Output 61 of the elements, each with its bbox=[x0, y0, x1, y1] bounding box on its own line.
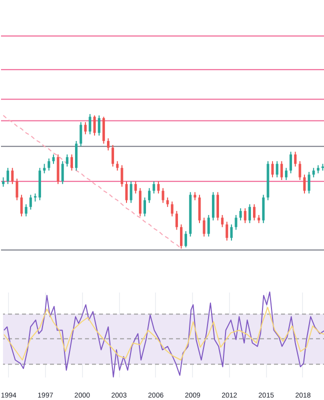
candlestick bbox=[298, 160, 302, 181]
candlestick bbox=[244, 208, 246, 224]
candlestick bbox=[216, 192, 220, 221]
candlestick bbox=[143, 197, 146, 217]
candlestick bbox=[93, 114, 96, 136]
candlestick bbox=[207, 214, 210, 238]
candlestick bbox=[271, 160, 274, 178]
candlestick bbox=[16, 178, 18, 201]
candlestick bbox=[80, 122, 82, 147]
candlestick bbox=[6, 167, 10, 185]
candlestick bbox=[130, 180, 132, 204]
candlestick bbox=[290, 151, 292, 174]
candlestick bbox=[66, 154, 68, 168]
candlestick bbox=[184, 230, 188, 248]
candlestick bbox=[2, 176, 5, 188]
candlestick bbox=[134, 180, 137, 194]
candlestick bbox=[253, 204, 256, 221]
candlestick bbox=[234, 214, 238, 230]
candlestick bbox=[294, 151, 297, 168]
candlestick bbox=[162, 188, 164, 204]
candlestick bbox=[303, 174, 306, 194]
candlestick bbox=[20, 194, 23, 217]
candlestick bbox=[52, 154, 55, 164]
candlestick bbox=[148, 188, 151, 204]
candlestick bbox=[102, 116, 105, 144]
candlestick bbox=[284, 167, 288, 181]
candlestick bbox=[202, 217, 206, 238]
candlestick bbox=[212, 192, 214, 221]
candlestick bbox=[230, 224, 233, 242]
candlestick bbox=[120, 164, 124, 188]
candlestick bbox=[308, 171, 310, 194]
candlestick bbox=[226, 221, 228, 242]
candlestick bbox=[221, 214, 224, 228]
candlestick bbox=[106, 138, 110, 151]
candlestick bbox=[280, 160, 283, 181]
candlestick bbox=[152, 180, 156, 194]
candlestick bbox=[248, 204, 251, 224]
candlestick bbox=[88, 114, 92, 135]
candlestick bbox=[11, 167, 14, 185]
candlestick bbox=[43, 163, 46, 174]
candlestick bbox=[84, 122, 87, 135]
candlestick bbox=[98, 114, 100, 136]
candlestick bbox=[125, 180, 128, 204]
candlestick bbox=[116, 160, 119, 172]
candlestick bbox=[276, 160, 278, 178]
candlestick bbox=[180, 224, 183, 250]
candlestick bbox=[29, 194, 32, 210]
candlestick bbox=[166, 197, 169, 208]
candlestick bbox=[157, 180, 160, 194]
candlestick bbox=[61, 160, 64, 185]
candlestick bbox=[48, 158, 50, 172]
candlestick bbox=[24, 204, 28, 217]
candlestick bbox=[262, 194, 265, 224]
candlestick bbox=[70, 154, 73, 172]
candlestick bbox=[198, 194, 201, 224]
candlestick bbox=[138, 188, 142, 217]
candlestick bbox=[175, 210, 178, 230]
candlestick bbox=[312, 167, 315, 178]
candlestick bbox=[112, 144, 114, 168]
candlestick bbox=[170, 201, 174, 217]
candlestick bbox=[239, 208, 242, 221]
